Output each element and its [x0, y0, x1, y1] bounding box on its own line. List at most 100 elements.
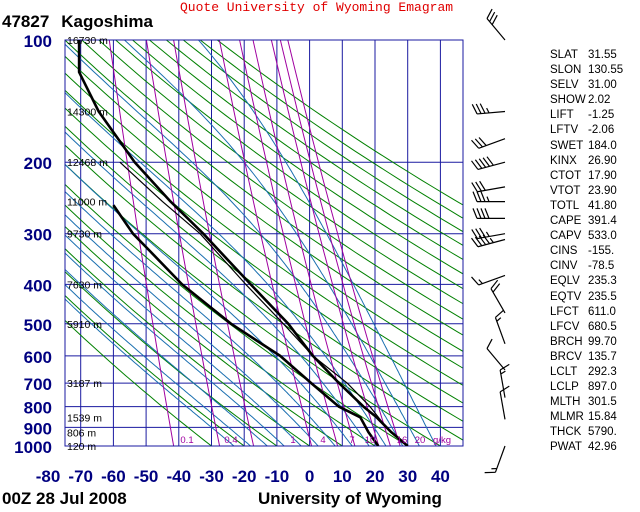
index-value: 184.0 — [588, 139, 617, 152]
pressure-tick-label: 100 — [24, 32, 52, 51]
wind-barb-flag — [476, 191, 482, 202]
index-row: SLON 130.55 — [550, 63, 640, 78]
index-row: LIFT -1.25 — [550, 108, 640, 123]
index-row: THCK 5790. — [550, 425, 640, 440]
wind-barb — [471, 103, 506, 115]
index-value: 135.7 — [588, 350, 617, 363]
index-value: 17.90 — [588, 169, 617, 182]
dry-adiabat — [98, 40, 463, 305]
wind-barb-flag — [471, 276, 480, 286]
index-key: PWAT — [550, 441, 582, 454]
temperature-tick-label: -80 — [36, 467, 61, 486]
index-value: 292.3 — [588, 365, 617, 378]
wind-barb-staff — [494, 445, 506, 473]
index-key: LFCV — [550, 320, 580, 333]
index-key: SLON — [550, 64, 582, 77]
index-key: CAPV — [550, 230, 582, 243]
index-key: LCLT — [550, 365, 578, 378]
wind-barb-flag — [499, 385, 510, 393]
mixing-ratio-label: g/kg — [433, 435, 451, 446]
wind-barb — [471, 137, 506, 149]
observation-time: 00Z 28 Jul 2008 — [2, 489, 127, 508]
height-label: 9730 m — [67, 229, 102, 241]
station-name: Kagoshima — [61, 12, 153, 31]
pressure-tick-label: 700 — [24, 375, 52, 394]
index-value: 23.90 — [588, 184, 617, 197]
index-key: LFTV — [550, 124, 579, 137]
moist-adiabat — [65, 131, 370, 446]
moist-adiabat — [65, 163, 353, 446]
wind-barb-column — [471, 8, 510, 474]
wind-barb — [472, 191, 505, 203]
wind-barb — [471, 274, 506, 286]
index-key: TOTL — [550, 199, 580, 212]
sounding-layer — [77, 40, 409, 446]
moist-adiabat — [65, 234, 302, 446]
wind-barb-half — [500, 370, 506, 375]
wind-barb-flag — [486, 338, 493, 349]
pressure-tick-label: 800 — [24, 399, 52, 418]
wind-barb — [471, 227, 506, 240]
index-value: 611.0 — [588, 305, 616, 318]
index-row: LFCT 611.0 — [550, 305, 640, 320]
temperature-tick-label: 40 — [431, 467, 450, 486]
wind-barb-staff — [477, 161, 506, 171]
wind-barb-flag — [499, 363, 510, 371]
mixing-ratio-line — [108, 40, 175, 446]
wind-barb-flag — [471, 237, 479, 248]
height-label: 120 m — [67, 441, 96, 453]
mixing-ratio-line — [270, 40, 380, 446]
dry-adiabat — [114, 40, 463, 290]
pressure-tick-label: 500 — [24, 316, 52, 335]
index-value: -2.06 — [588, 124, 615, 137]
temperature-tick-label: 10 — [333, 467, 352, 486]
index-row: BRCH 99.70 — [550, 335, 640, 350]
dry-adiabat — [65, 72, 463, 369]
index-key: EQTV — [550, 290, 582, 303]
index-value: 41.80 — [588, 199, 617, 212]
height-label: 3187 m — [67, 378, 102, 390]
wind-barb-staff — [494, 317, 506, 345]
wind-barb-flag — [486, 156, 494, 166]
wind-barb — [486, 8, 506, 41]
index-row: BRCV 135.7 — [550, 350, 640, 365]
index-value: 2.02 — [588, 94, 611, 107]
mixing-ratio-line — [287, 40, 401, 446]
wind-barb-flag — [482, 157, 491, 167]
moist-adiabat — [65, 268, 269, 446]
index-row: TOTL 41.80 — [550, 199, 640, 214]
dry-adiabat — [65, 319, 213, 446]
moist-adiabat — [65, 43, 404, 446]
index-key: LFCT — [550, 305, 579, 318]
temperature-tick-label: -20 — [232, 467, 257, 486]
wind-barb-flag — [480, 191, 486, 202]
dry-adiabat — [65, 248, 311, 446]
wind-barb-flag — [471, 229, 478, 239]
index-row: EQTV 235.5 — [550, 290, 640, 305]
wind-barb-flag — [475, 103, 482, 114]
temperature-tick-label: 30 — [398, 467, 417, 486]
temperature-tick-label: 20 — [366, 467, 385, 486]
index-value: 99.70 — [588, 335, 617, 348]
wind-barb-flag — [479, 103, 486, 114]
index-key: BRCV — [550, 350, 582, 363]
wind-barb-staff — [477, 238, 506, 248]
wind-barb-flag — [472, 208, 478, 219]
wind-barb-flag — [484, 208, 490, 219]
wind-barb-flag — [475, 181, 482, 192]
temperature-tick-label: -60 — [101, 467, 126, 486]
height-label: 1539 m — [67, 412, 102, 424]
wind-barb-flag — [478, 137, 487, 146]
index-value: 680.5 — [588, 320, 617, 333]
mixing-ratio-line — [145, 40, 221, 446]
station-id: 47827 — [2, 12, 50, 31]
index-key: KINX — [550, 154, 577, 167]
index-row: EQLV 235.3 — [550, 274, 640, 289]
wind-barb — [490, 279, 506, 314]
temperature-tick-label: -30 — [199, 467, 224, 486]
pressure-tick-label: 200 — [24, 154, 52, 173]
wind-barb-flag — [476, 208, 482, 219]
wind-barb-flag — [471, 160, 479, 170]
dry-adiabat — [65, 107, 463, 404]
height-label: 806 m — [67, 427, 96, 439]
